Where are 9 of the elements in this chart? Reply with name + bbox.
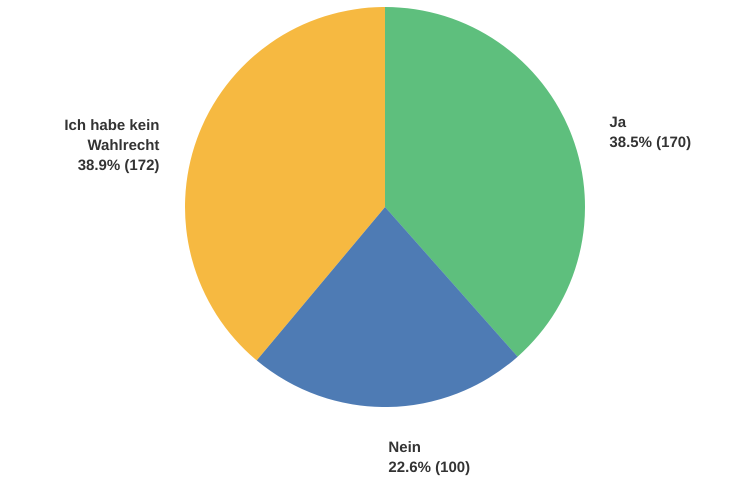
- slice-label: Ich habe kein Wahlrecht: [64, 117, 160, 154]
- pie-slice: [185, 7, 385, 360]
- data-label: 38.5% (170): [609, 134, 692, 151]
- slice-label: Ja: [609, 114, 627, 131]
- slice-label: Nein: [388, 438, 421, 456]
- pie-slice: [256, 207, 518, 407]
- pie-slice: [385, 7, 585, 357]
- data-label: 22.6% (100): [388, 458, 470, 476]
- data-label: 38.9% (172): [78, 157, 160, 174]
